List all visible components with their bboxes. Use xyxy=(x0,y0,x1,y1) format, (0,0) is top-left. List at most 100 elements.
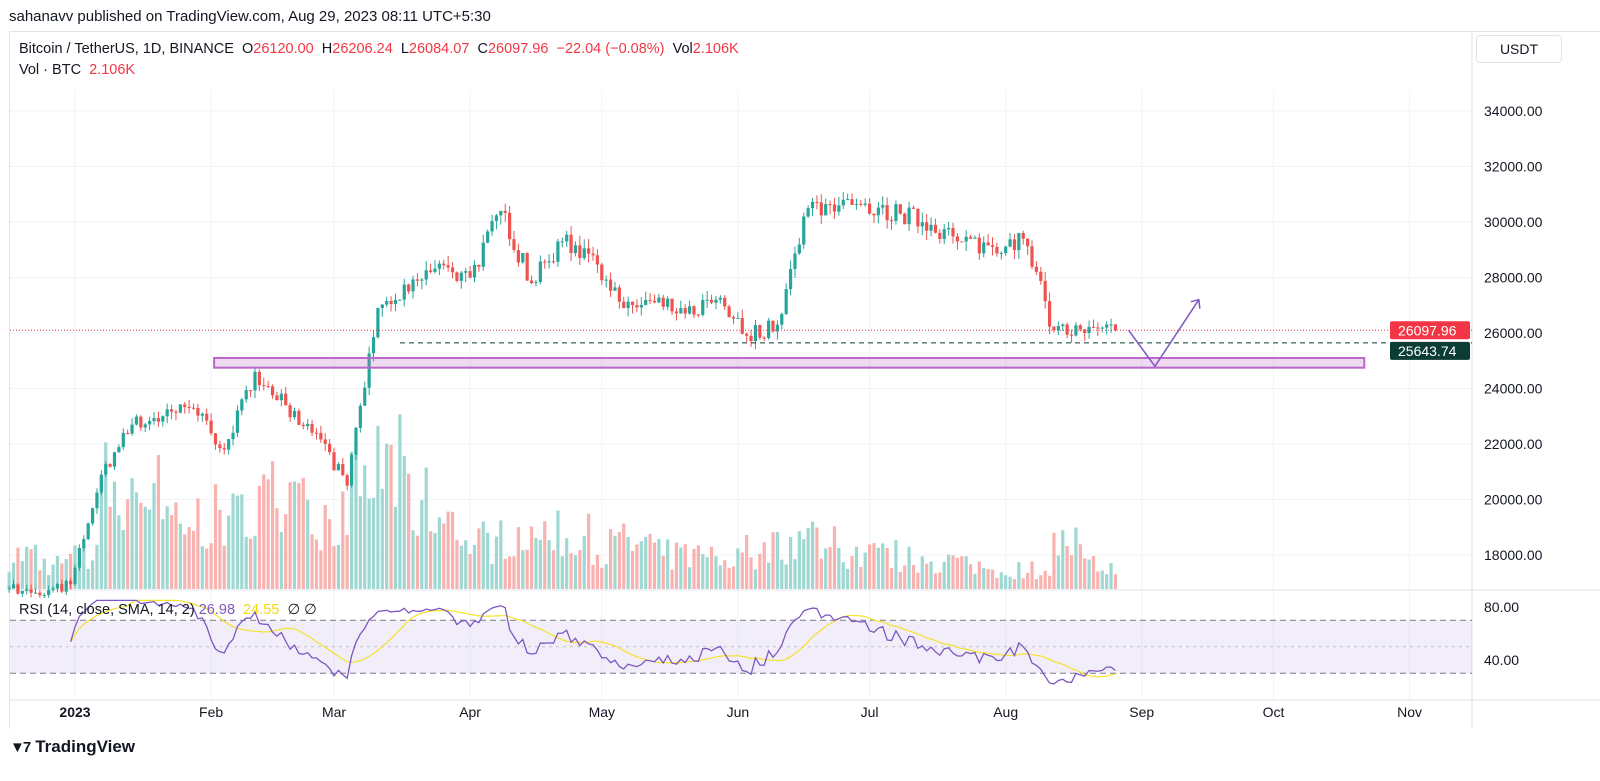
volume-bar xyxy=(604,564,608,589)
volume-bar xyxy=(762,542,766,589)
volume-bar xyxy=(380,488,384,589)
volume-bar xyxy=(630,551,635,589)
candle-body xyxy=(683,308,687,314)
volume-bar xyxy=(1052,532,1056,589)
volume-bar xyxy=(156,455,161,589)
symbol-name[interactable]: Bitcoin / TetherUS, 1D, BINANCE xyxy=(19,41,234,57)
candle-body xyxy=(595,255,600,265)
volume-bar xyxy=(696,545,700,589)
volume-bar xyxy=(753,569,758,589)
candle-body xyxy=(367,353,371,388)
volume-bar xyxy=(573,555,578,589)
volume-bar xyxy=(253,535,257,589)
volume-bar xyxy=(306,499,310,589)
volume-bar xyxy=(354,442,358,589)
volume-bar xyxy=(433,533,437,589)
volume-bar xyxy=(428,531,433,589)
candle-body xyxy=(218,444,222,449)
candle-body xyxy=(20,590,24,594)
volume-bar xyxy=(257,485,261,589)
volume-bar xyxy=(266,479,270,589)
volume-bar xyxy=(767,562,771,589)
candle-body xyxy=(938,232,942,239)
candle-body xyxy=(894,204,898,221)
candle-body xyxy=(516,250,520,263)
volume-bar xyxy=(25,546,29,589)
candle-body xyxy=(582,248,586,258)
volume-bar xyxy=(788,537,793,589)
candle-body xyxy=(990,245,995,247)
candle-body xyxy=(191,407,196,409)
volume-bar xyxy=(973,573,977,589)
candle-body xyxy=(275,395,279,401)
volume-bar xyxy=(846,568,850,589)
candle-body xyxy=(701,300,705,315)
rsi-line xyxy=(69,599,1116,685)
candle-body xyxy=(90,508,95,524)
volume-bar xyxy=(209,543,213,589)
low-value: 26084.07 xyxy=(408,41,470,57)
candle-body xyxy=(139,416,143,428)
volume-bar xyxy=(929,561,933,589)
volume-bar xyxy=(499,520,503,589)
candle-body xyxy=(1008,239,1012,247)
volume-bar xyxy=(560,556,564,589)
candle-body xyxy=(925,222,929,231)
candle-body xyxy=(832,204,837,212)
volume-bar xyxy=(424,467,428,589)
candle-body xyxy=(47,589,51,596)
volume-bar xyxy=(1113,574,1118,589)
volume-bar xyxy=(1012,579,1017,589)
time-tick-label: Mar xyxy=(322,704,346,720)
candle-body xyxy=(112,452,117,467)
volume-label[interactable]: Vol · BTC xyxy=(19,62,82,78)
candle-body xyxy=(420,279,424,281)
candle-body xyxy=(846,199,850,201)
rsi-na-1: ∅ xyxy=(287,602,301,618)
candle-body xyxy=(323,439,327,444)
candle-body xyxy=(525,253,529,281)
candle-body xyxy=(1034,266,1039,272)
candle-body xyxy=(859,203,863,205)
volume-bar xyxy=(371,497,376,589)
projection-path xyxy=(1127,299,1200,368)
candle-body xyxy=(885,205,889,221)
volume-bar xyxy=(740,552,744,589)
candle-body xyxy=(587,248,591,254)
volume-bar xyxy=(911,565,916,589)
candle-body xyxy=(433,268,437,272)
volume-bar xyxy=(104,442,108,589)
candle-body xyxy=(784,289,788,314)
candle-body xyxy=(1113,324,1118,331)
volume-bar xyxy=(262,474,266,589)
candle-body xyxy=(973,237,977,239)
candle-body xyxy=(1091,326,1096,328)
volume-bar xyxy=(626,536,630,589)
candle-body xyxy=(1021,233,1025,239)
rsi-label[interactable]: RSI (14, close, SMA, 14, 2) xyxy=(19,602,195,618)
volume-bar xyxy=(995,577,999,589)
candle-body xyxy=(767,320,771,339)
tradingview-logo[interactable]: ▼7 TradingView xyxy=(10,737,135,757)
candle-body xyxy=(174,411,178,413)
volume-bar xyxy=(745,535,749,589)
volume-bar xyxy=(1039,575,1043,589)
close-value: 26097.96 xyxy=(487,41,549,57)
volume-bar xyxy=(117,515,121,589)
volume-bar xyxy=(885,548,889,589)
candle-body xyxy=(1078,325,1082,330)
volume-bar xyxy=(90,560,95,589)
candle-body xyxy=(529,280,534,284)
volume-bar xyxy=(389,444,393,589)
candle-body xyxy=(573,245,578,254)
currency-button[interactable]: USDT xyxy=(1476,35,1562,63)
candle-body xyxy=(244,390,248,400)
candle-body xyxy=(257,371,261,386)
candle-body xyxy=(867,203,872,214)
candle-body xyxy=(613,287,617,291)
volume-bar xyxy=(933,573,938,589)
candle-body xyxy=(301,424,305,427)
candle-body xyxy=(674,311,679,314)
candle-body xyxy=(222,448,226,450)
